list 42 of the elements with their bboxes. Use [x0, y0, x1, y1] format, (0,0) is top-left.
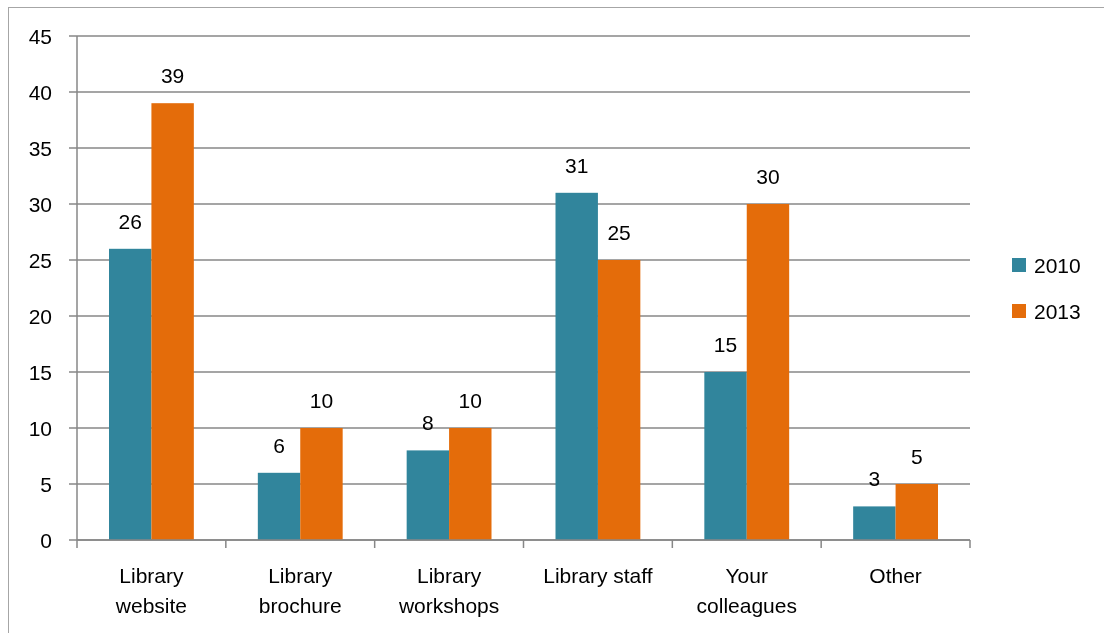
bar [449, 428, 492, 540]
data-label: 15 [713, 333, 738, 356]
x-tick-label: Library brochure [258, 563, 342, 617]
bar [406, 450, 450, 540]
bar [895, 484, 938, 540]
bar [853, 506, 896, 540]
bar [257, 472, 301, 540]
data-label: 5 [910, 445, 923, 468]
y-tick-label: 25 [28, 248, 52, 272]
y-tick-label: 20 [28, 304, 52, 328]
legend-label: 2010 [1034, 253, 1081, 277]
data-label: 3 [868, 467, 881, 491]
x-tick-label: Library workshops [397, 563, 500, 617]
data-label: 30 [756, 165, 780, 188]
data-label: 31 [565, 153, 589, 177]
x-tick-label: Library website [114, 563, 188, 617]
x-tick-label: Other [869, 563, 922, 587]
data-label: 10 [458, 389, 482, 412]
y-tick-label: 40 [28, 80, 52, 104]
x-tick-label: Your colleagues [696, 563, 797, 617]
x-tick-label: Library staff [543, 563, 653, 587]
bar [151, 103, 194, 540]
bar [300, 428, 343, 540]
y-tick-label: 5 [40, 472, 52, 496]
data-label: 25 [607, 221, 631, 244]
bar [597, 260, 641, 540]
bar [555, 192, 598, 540]
y-tick-label: 15 [28, 360, 52, 384]
legend-label: 2013 [1034, 299, 1081, 323]
y-tick-label: 10 [28, 416, 52, 440]
bar [704, 372, 747, 540]
bar [746, 204, 790, 540]
data-label: 8 [422, 411, 434, 435]
data-label: 10 [309, 389, 334, 412]
data-label: 39 [160, 64, 185, 88]
y-tick-label: 35 [28, 136, 52, 160]
y-tick-label: 30 [28, 192, 52, 216]
y-tick-label: 45 [28, 24, 52, 48]
data-label: 6 [273, 433, 285, 457]
data-label: 26 [118, 209, 142, 233]
y-tick-label: 0 [40, 528, 52, 552]
bar [109, 248, 152, 540]
